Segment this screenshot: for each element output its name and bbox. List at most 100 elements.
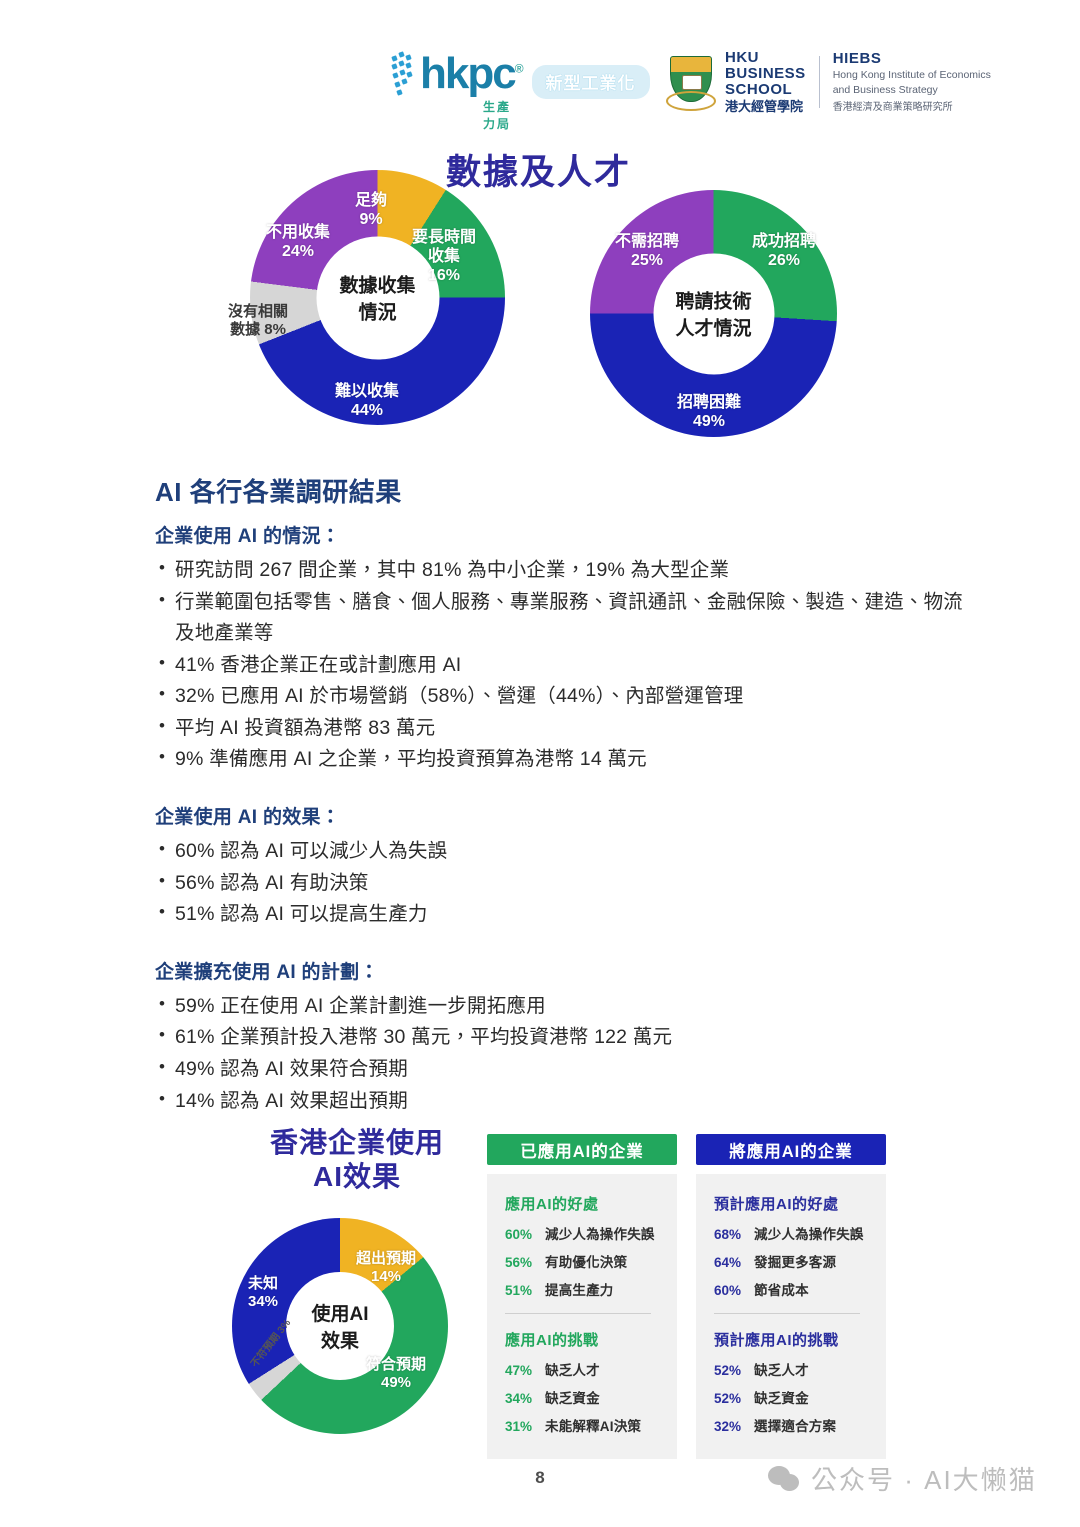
panel-adopted-ai: 已應用AI的企業 應用AI的好處 60% 減少人為操作失誤 56% 有助優化決策… [487, 1134, 677, 1459]
donut1-slice-longtime: 要長時間 收集 16% [412, 229, 477, 284]
stat-row: 60% 減少人為操作失誤 [505, 1227, 655, 1242]
group-effect-list: 60% 認為 AI 可以減少人為失誤 56% 認為 AI 有助決策 51% 認為… [159, 835, 965, 931]
stat-row: 31% 未能解釋AI決策 [505, 1419, 642, 1434]
group-effect: 企業使用 AI 的效果： 60% 認為 AI 可以減少人為失誤 56% 認為 A… [155, 802, 965, 931]
stat-row: 52% 缺乏人才 [714, 1363, 809, 1378]
hkpc-wordmark: hkpc® [420, 52, 524, 96]
hiebs-name-chinese: 香港經濟及商業策略研究所 [832, 102, 953, 114]
group-effect-heading: 企業使用 AI 的效果： [155, 807, 341, 829]
hku-line3: SCHOOL [725, 81, 793, 99]
group-usage: 企業使用 AI 的情況： 研究訪問 267 間企業，其中 81% 為中小企業，1… [155, 521, 965, 776]
panel-will-adopt-header: 將應用AI的企業 [696, 1134, 886, 1165]
panel-adopted-header: 已應用AI的企業 [487, 1134, 677, 1165]
stat-row: 32% 選擇適合方案 [714, 1419, 837, 1434]
hkpc-chinese-name: 生產力局 [483, 100, 512, 132]
donut1-center-label: 數據收集 情況 [316, 236, 439, 359]
panel-adopted-benefits-title: 應用AI的好處 [505, 1196, 599, 1213]
watermark: 公众号 · AI大懒猫 [768, 1460, 1037, 1497]
donut1-slice-enough: 足夠 9% [355, 192, 388, 228]
stat-row: 64% 發掘更多客源 [714, 1255, 837, 1270]
donut3-slice-meet: 符合預期 49% [366, 1356, 427, 1391]
donut3-slice-unknown: 未知 34% [248, 1275, 279, 1310]
hku-line2: BUSINESS [725, 65, 806, 83]
panel-will-adopt-benefits-title: 預計應用AI的好處 [714, 1196, 839, 1213]
new-industrialisation-badge: 新型工業化 [531, 65, 650, 99]
hiebs-acronym: HIEBS [832, 50, 882, 68]
hku-hiebs-logo: HKU BUSINESS SCHOOL 港大經管學院 HIEBS Hong Ko… [666, 49, 991, 114]
donut2-center-line2: 人才情況 [675, 318, 752, 340]
body-text-section: AI 各行各業調研結果 企業使用 AI 的情況： 研究訪問 267 間企業，其中… [155, 472, 965, 1117]
stat-row: 68% 減少人為操作失誤 [714, 1227, 864, 1242]
hku-line1: HKU [725, 49, 759, 66]
top-charts-title: 數據及人才 [446, 153, 632, 192]
list-item: 9% 準備應用 AI 之企業，平均投資預算為港幣 14 萬元 [159, 743, 965, 776]
list-item: 研究訪問 267 間企業，其中 81% 為中小企業，19% 為大型企業 [159, 554, 965, 587]
panel-will-adopt-challenges-title: 預計應用AI的挑戰 [714, 1332, 839, 1349]
stat-row: 60% 節省成本 [714, 1283, 809, 1298]
hiebs-name-line2: and Business Strategy [832, 84, 938, 97]
bi-title-line1: 香港企業使用 [269, 1127, 444, 1158]
registered-icon: ® [514, 61, 524, 76]
new-industrialisation-label: 新型工業化 [545, 74, 636, 93]
donut2-center-line1: 聘請技術 [675, 291, 752, 313]
list-item: 60% 認為 AI 可以減少人為失誤 [159, 835, 965, 868]
group-expansion: 企業擴充使用 AI 的計劃： 59% 正在使用 AI 企業計劃進一步開拓應用 6… [155, 957, 965, 1117]
stat-row: 34% 缺乏資金 [505, 1391, 600, 1406]
group-expansion-heading: 企業擴充使用 AI 的計劃： [155, 961, 379, 983]
panel-adopted-body: 應用AI的好處 60% 減少人為操作失誤 56% 有助優化決策 51% 提高生產… [487, 1174, 677, 1459]
hku-business-school-text: HKU BUSINESS SCHOOL 港大經管學院 [725, 49, 806, 114]
panel-will-adopt-body: 預計應用AI的好處 68% 減少人為操作失誤 64% 發掘更多客源 60% 節省… [696, 1174, 886, 1459]
donut3-center-line1: 使用AI [311, 1304, 369, 1325]
document-header: hkpc® 生產力局 新型工業化 HKU BUSINESS SCHOOL 港大經… [0, 49, 1080, 131]
donut1-center-line1: 數據收集 [339, 275, 416, 297]
group-expansion-list: 59% 正在使用 AI 企業計劃進一步開拓應用 61% 企業預計投入港幣 30 … [159, 990, 965, 1118]
spacer [155, 776, 965, 802]
hku-chinese-name: 港大經管學院 [725, 98, 804, 114]
stat-row: 52% 缺乏資金 [714, 1391, 809, 1406]
hiebs-text: HIEBS Hong Kong Institute of Economics a… [833, 50, 991, 113]
panel-adopted-challenges-title: 應用AI的挑戰 [505, 1332, 599, 1349]
ai-effect-donut-chart: 使用AI 效果 [232, 1218, 448, 1434]
list-item: 平均 AI 投資額為港幣 83 萬元 [159, 712, 965, 745]
logo-divider [818, 55, 820, 108]
group-usage-heading: 企業使用 AI 的情況： [155, 526, 341, 547]
group-usage-list: 研究訪問 267 間企業，其中 81% 為中小企業，19% 為大型企業 行業範圍… [159, 554, 965, 776]
donut1-slice-notneeded: 不用收集 24% [266, 224, 331, 260]
hkpc-logo: hkpc® 生產力局 新型工業化 [391, 51, 650, 131]
spacer [155, 931, 965, 957]
bottom-infographic: 香港企業使用 AI效果 使用AI 效果 超出預期 14% 符合預期 49% 不符… [0, 1110, 1080, 1459]
page-number: 8 [535, 1468, 545, 1487]
stat-row: 56% 有助優化決策 [505, 1255, 628, 1270]
hiebs-name-line1: Hong Kong Institute of Economics [832, 69, 991, 82]
data-collection-donut-chart: 數據收集 情況 [250, 170, 505, 425]
list-item: 14% 認為 AI 效果超出預期 [159, 1085, 965, 1118]
bottom-infographic-title: 香港企業使用 AI效果 [247, 1126, 467, 1194]
wechat-icon [768, 1465, 802, 1492]
list-item: 51% 認為 AI 可以提高生產力 [159, 898, 965, 931]
donut1-slice-hard: 難以收集 44% [335, 383, 400, 419]
donut1-slice-nodata: 沒有相關 數據 8% [228, 303, 289, 338]
donut2-slice-difficult: 招聘困難 49% [677, 394, 742, 430]
donut2-slice-notneeded: 不需招聘 25% [615, 233, 680, 269]
list-item: 61% 企業預計投入港幣 30 萬元，平均投資港幣 122 萬元 [159, 1021, 965, 1054]
list-item: 56% 認為 AI 有助決策 [159, 867, 965, 900]
watermark-text: 公众号 · AI大懒猫 [811, 1465, 1037, 1495]
top-charts-section: 數據及人才 數據收集 情況 足夠 9% 要長時間 收集 16% 難以收集 44%… [0, 140, 1080, 460]
donut3-center-line2: 效果 [320, 1331, 359, 1352]
panel-will-adopt-ai: 將應用AI的企業 預計應用AI的好處 68% 減少人為操作失誤 64% 發掘更多… [696, 1134, 886, 1459]
hku-crest-icon [666, 53, 716, 111]
hkpc-dots-icon [391, 51, 418, 96]
donut1-center-line2: 情況 [358, 302, 397, 324]
list-item: 59% 正在使用 AI 企業計劃進一步開拓應用 [159, 990, 965, 1023]
donut3-center-label: 使用AI 效果 [286, 1272, 394, 1380]
list-item: 32% 已應用 AI 於市場營銷（58%）、營運（44%）、內部營運管理 [159, 680, 965, 713]
stat-row: 51% 提高生產力 [505, 1283, 614, 1298]
hkpc-wordmark-text: hkpc [420, 49, 517, 99]
donut3-slice-exceed: 超出預期 14% [356, 1250, 417, 1285]
bi-title-line2: AI效果 [312, 1161, 401, 1193]
donut2-slice-success: 成功招聘 26% [752, 233, 817, 269]
list-item: 49% 認為 AI 效果符合預期 [159, 1053, 965, 1086]
list-item: 41% 香港企業正在或計劃應用 AI [159, 649, 965, 682]
donut2-center-label: 聘請技術 人才情況 [653, 253, 774, 374]
page-title: AI 各行各業調研結果 [155, 477, 402, 507]
